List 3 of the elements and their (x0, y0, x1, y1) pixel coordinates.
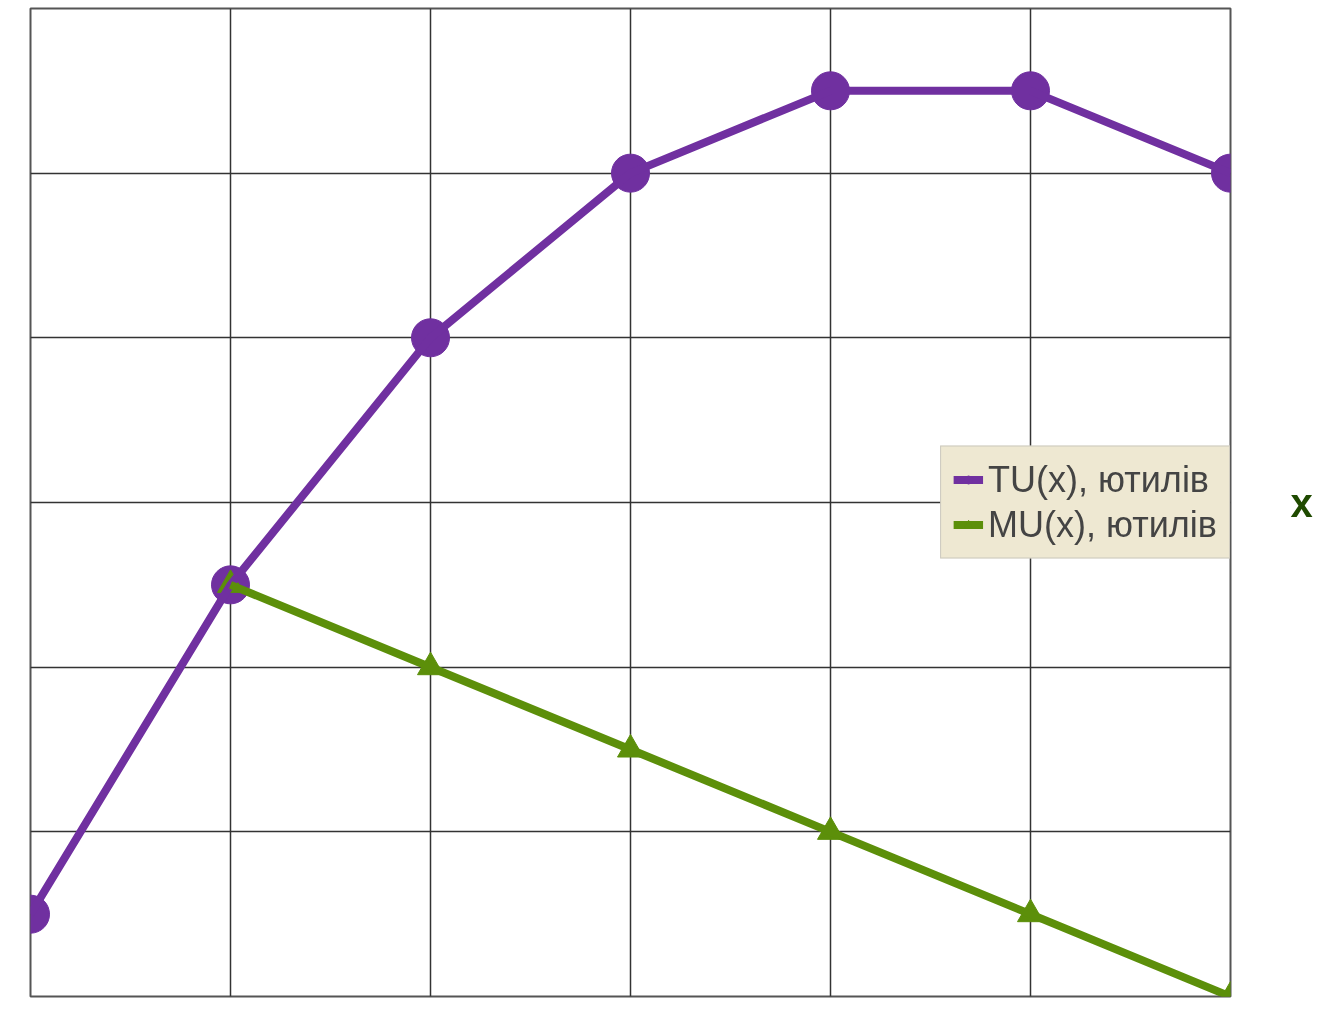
x-axis-title: x (1290, 480, 1313, 525)
legend-label: TU(x), ютилів (988, 458, 1209, 501)
legend-label: MU(x), ютилів (988, 503, 1217, 546)
